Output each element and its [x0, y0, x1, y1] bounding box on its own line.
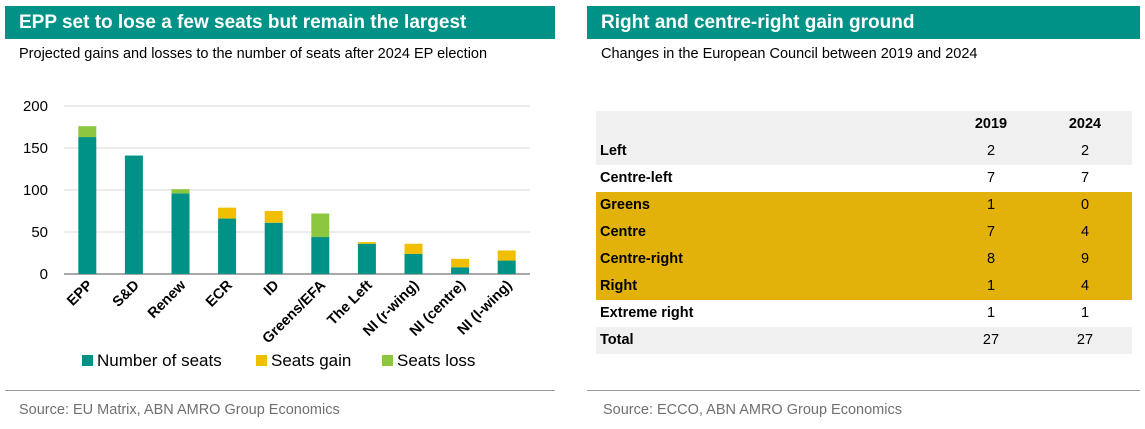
council-table-body: Left 2 2 Centre-left 7 7 Greens 1 0 Centre 7 4 Centr… [596, 138, 1132, 354]
y-tick-label: 150 [23, 140, 48, 157]
right-source: Source: ECCO, ABN AMRO Group Economics [603, 402, 902, 418]
legend-swatch [82, 355, 93, 366]
legend-label: Seats loss [397, 351, 475, 370]
legend-swatch [256, 355, 267, 366]
left-panel: EPP set to lose a few seats but remain t… [5, 6, 555, 69]
table-header-row: 2019 2024 [596, 111, 1132, 138]
table-row: Greens 1 0 [596, 192, 1132, 219]
table-cell-2024: 2 [1080, 143, 1090, 159]
bar-seats-gain [264, 211, 283, 223]
left-footer-rule [5, 390, 555, 391]
bar-number-of-seats [218, 218, 237, 274]
bar-seats-gain [497, 250, 516, 261]
bar-seats-loss [311, 213, 330, 238]
table-cell-2019: 27 [982, 332, 1000, 348]
bar-number-of-seats [497, 260, 516, 274]
x-tick-label: ECR [203, 277, 236, 310]
right-panel-subtitle: Changes in the European Council between … [601, 46, 978, 62]
bar-number-of-seats [404, 253, 423, 274]
bar-number-of-seats [264, 222, 283, 274]
legend-swatch [382, 355, 393, 366]
table-cell-2019: 2 [986, 143, 996, 159]
council-table: 2019 2024 Left 2 2 Centre-left 7 7 Greens 1 0 Cen… [596, 111, 1132, 354]
table-row: Extreme right 1 1 [596, 300, 1132, 327]
table-row-label: Greens [600, 197, 650, 213]
bar-number-of-seats [357, 243, 376, 274]
bar-seats-gain [404, 243, 423, 254]
table-cell-2024: 4 [1080, 278, 1090, 294]
table-row-label: Total [600, 332, 634, 348]
table-cell-2019: 1 [986, 305, 996, 321]
table-row-label: Left [600, 143, 627, 159]
table-cell-2024: 9 [1080, 251, 1090, 267]
table-header-label [596, 111, 944, 138]
x-tick-label: S&D [110, 278, 143, 311]
y-tick-label: 100 [23, 182, 48, 199]
right-panel-title: Right and centre-right gain ground [587, 6, 1140, 39]
x-tick-label: EPP [64, 277, 96, 309]
legend-label: Seats gain [271, 351, 351, 370]
table-cell-2024: 7 [1080, 170, 1090, 186]
table-row-label: Centre-right [600, 251, 683, 267]
legend-label: Number of seats [97, 351, 222, 370]
bar-seats-loss [78, 126, 97, 138]
bar-seats-gain [218, 207, 237, 219]
table-header-2019: 2019 [974, 116, 1008, 132]
table-cell-2024: 1 [1080, 305, 1090, 321]
table-row: Total 27 27 [596, 327, 1132, 354]
bar-number-of-seats [78, 137, 97, 274]
table-row: Centre 7 4 [596, 219, 1132, 246]
bar-seats-loss [171, 189, 190, 194]
table-row-label: Extreme right [600, 305, 694, 321]
table-cell-2019: 8 [986, 251, 996, 267]
x-tick-label: ID [261, 278, 283, 300]
bar-seats-gain [451, 258, 470, 268]
table-cell-2019: 7 [986, 170, 996, 186]
table-row-label: Centre [600, 224, 646, 240]
table-cell-2019: 1 [986, 197, 996, 213]
table-row: Left 2 2 [596, 138, 1132, 165]
x-tick-label: Renew [145, 277, 190, 322]
table-row-label: Centre-left [600, 170, 673, 186]
table-cell-2019: 7 [986, 224, 996, 240]
table-row-label: Right [600, 278, 638, 294]
table-cell-2019: 1 [986, 278, 996, 294]
table-header-2024: 2024 [1068, 116, 1102, 132]
y-tick-label: 50 [31, 224, 48, 241]
table-cell-2024: 0 [1080, 197, 1090, 213]
table-row: Right 1 4 [596, 273, 1132, 300]
left-source: Source: EU Matrix, ABN AMRO Group Econom… [19, 402, 340, 418]
bar-number-of-seats [171, 193, 190, 274]
table-row: Centre-left 7 7 [596, 165, 1132, 192]
y-tick-label: 200 [23, 98, 48, 115]
bar-number-of-seats [311, 237, 330, 274]
table-cell-2024: 27 [1076, 332, 1094, 348]
bar-number-of-seats [451, 267, 470, 274]
table-cell-2024: 4 [1080, 224, 1090, 240]
right-panel: Right and centre-right gain ground Chang… [587, 6, 1140, 69]
table-row: Centre-right 8 9 [596, 246, 1132, 273]
left-panel-subtitle: Projected gains and losses to the number… [19, 46, 488, 62]
left-panel-title: EPP set to lose a few seats but remain t… [5, 6, 555, 39]
right-footer-rule [587, 390, 1140, 391]
bar-number-of-seats [124, 155, 143, 274]
bar-seats-gain [357, 242, 376, 244]
y-tick-label: 0 [40, 266, 48, 283]
